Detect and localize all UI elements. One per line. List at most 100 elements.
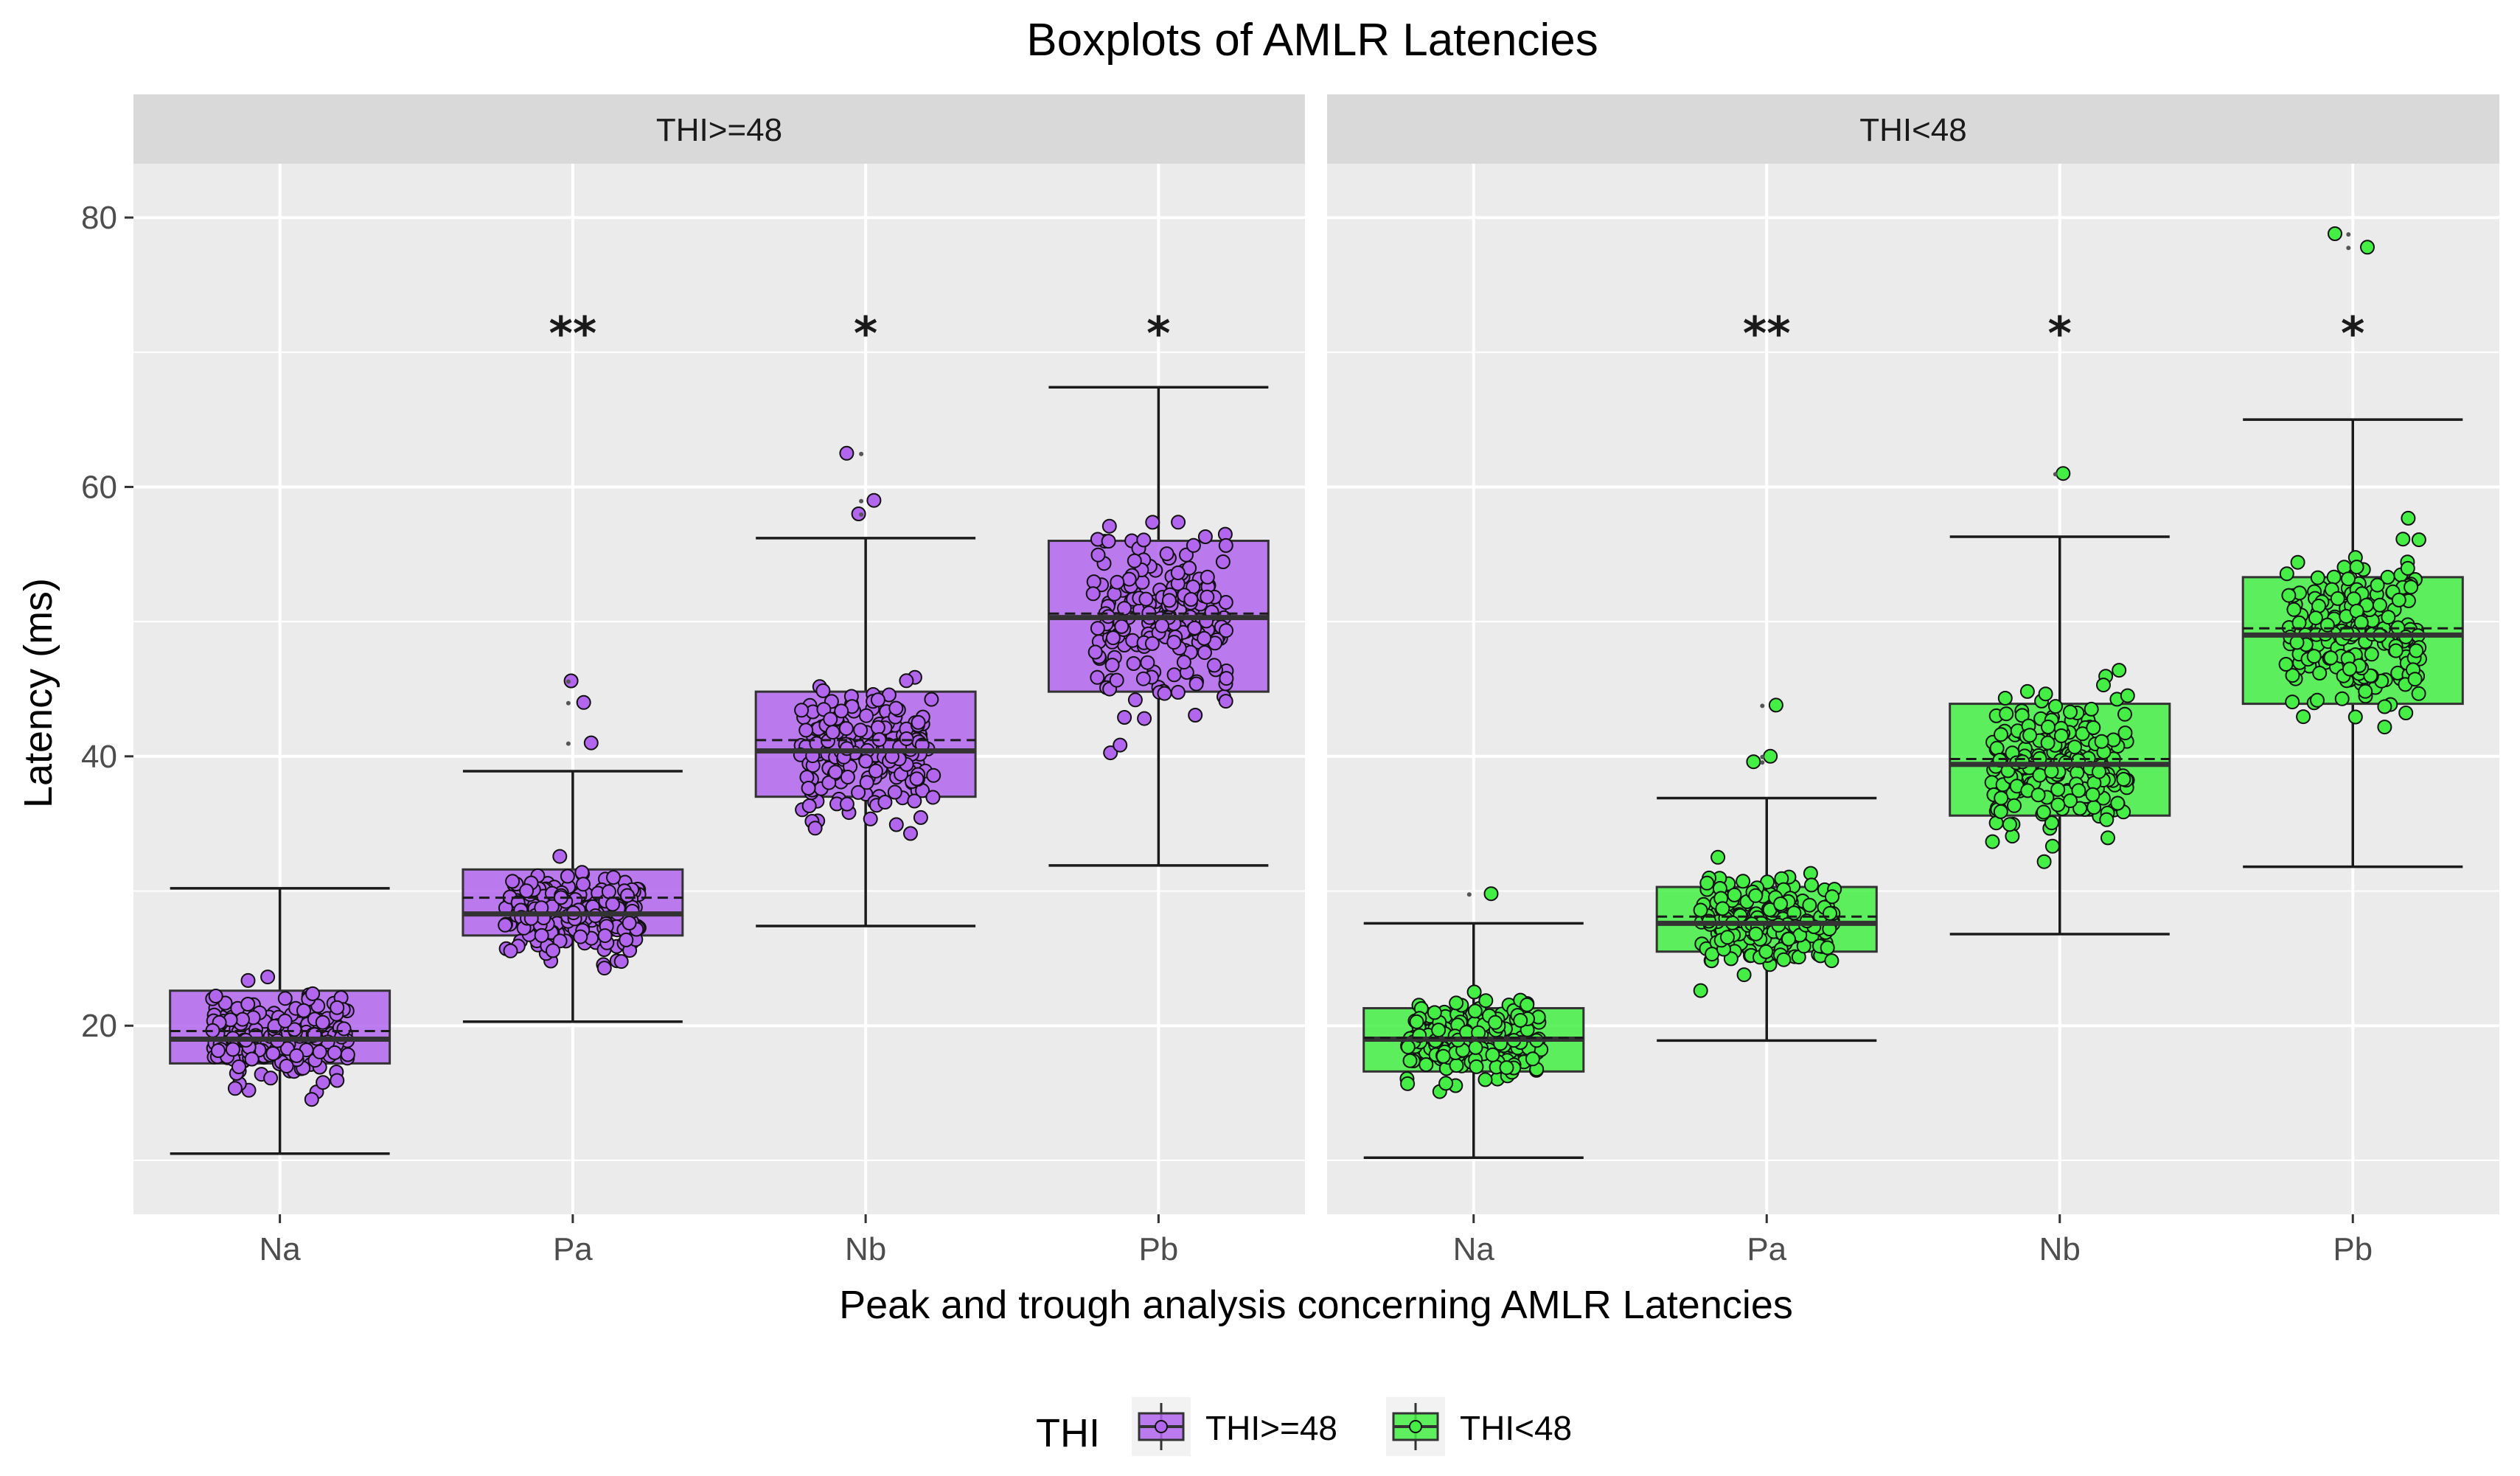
data-point <box>1200 569 1215 585</box>
data-point <box>1488 1014 1503 1030</box>
data-point <box>2030 787 2046 803</box>
data-point <box>289 1048 304 1063</box>
data-point <box>2380 569 2395 585</box>
data-point <box>801 781 816 796</box>
data-point <box>208 989 223 1003</box>
data-point <box>2007 798 2022 813</box>
data-point <box>260 970 276 985</box>
data-point <box>1219 623 1233 638</box>
data-point <box>2358 683 2373 699</box>
x-tick-label: Na <box>260 1231 302 1267</box>
data-point <box>312 1044 327 1059</box>
data-point <box>2014 708 2030 723</box>
data-point <box>2334 691 2350 706</box>
data-point <box>1109 672 1124 688</box>
data-point <box>597 928 613 944</box>
data-point <box>815 683 831 698</box>
data-point <box>606 870 621 885</box>
data-point <box>859 708 874 723</box>
x-tick-label: Pa <box>553 1231 593 1267</box>
data-point <box>2041 720 2056 734</box>
data-point <box>2311 599 2326 613</box>
data-point <box>1197 529 1213 544</box>
data-point <box>2404 579 2419 595</box>
data-point <box>315 1014 330 1030</box>
data-point <box>907 793 922 809</box>
x-tick-label: Nb <box>845 1231 886 1267</box>
data-point <box>1188 676 1204 692</box>
data-point <box>1736 874 1751 889</box>
data-point <box>877 795 893 810</box>
data-point <box>235 1012 250 1027</box>
outlier-dot <box>565 679 571 684</box>
data-point <box>1485 1047 1500 1062</box>
facet-panel: THI<48 Na ** Pa * Nb * Pb <box>1327 94 2499 1267</box>
x-axis-title: Peak and trough analysis concerning AMLR… <box>839 1283 1793 1327</box>
data-point <box>899 673 914 689</box>
outlier-point <box>2328 226 2342 241</box>
data-point <box>1409 1014 1424 1029</box>
data-point <box>2400 560 2415 576</box>
data-point <box>2281 588 2297 603</box>
outlier-dot <box>1760 754 1765 759</box>
data-point <box>2296 709 2311 725</box>
outlier-point <box>1768 697 1783 713</box>
data-point <box>2290 554 2305 570</box>
box-group-nb: * <box>754 307 977 927</box>
data-point <box>887 784 902 800</box>
data-point <box>1200 589 1215 605</box>
legend-key-1: THI<48 <box>1386 1397 1572 1456</box>
y-tick-label: 80 <box>81 200 117 236</box>
data-point <box>2036 804 2051 820</box>
outlier-dot <box>1760 703 1765 709</box>
data-point <box>1127 553 1142 568</box>
outlier-dot <box>2346 246 2351 251</box>
outlier-point <box>563 673 579 689</box>
data-point <box>1161 593 1177 608</box>
legend-key-point <box>1155 1420 1168 1433</box>
legend-title: THI <box>1036 1411 1100 1455</box>
data-point <box>2407 672 2423 687</box>
data-point <box>1989 740 2005 756</box>
data-point <box>1104 658 1120 673</box>
data-point <box>1186 537 1201 553</box>
data-point <box>2110 796 2126 811</box>
significance-marker: * <box>1146 307 1170 361</box>
legend-key-point <box>1409 1420 1422 1433</box>
outlier-dot <box>565 700 571 706</box>
data-point <box>287 1022 302 1037</box>
data-point <box>1087 644 1103 660</box>
data-point <box>2312 666 2328 680</box>
data-point <box>546 943 560 958</box>
data-point <box>2323 650 2339 666</box>
data-point <box>899 731 914 746</box>
data-point <box>2391 592 2406 608</box>
data-point <box>2022 728 2038 743</box>
data-point <box>2388 643 2404 658</box>
data-point <box>1469 1059 1484 1074</box>
data-point <box>888 700 904 716</box>
outlier-dot <box>2346 232 2351 237</box>
data-point <box>1215 554 1231 569</box>
data-point <box>1985 834 2000 849</box>
data-point <box>1825 889 1839 905</box>
significance-marker: * <box>854 307 877 361</box>
outlier-point <box>1763 748 1778 764</box>
data-point <box>327 1045 342 1060</box>
data-point <box>2398 706 2414 720</box>
data-point <box>498 917 513 933</box>
data-point <box>534 927 549 943</box>
outlier-point <box>1746 754 1761 770</box>
data-point <box>2411 532 2426 548</box>
data-point <box>277 991 293 1006</box>
data-point <box>1727 887 1742 902</box>
data-point <box>840 770 855 784</box>
data-point <box>2085 787 2100 802</box>
data-point <box>798 723 814 738</box>
data-point <box>2086 720 2101 735</box>
data-point <box>263 1071 279 1086</box>
data-point <box>888 817 904 832</box>
data-point <box>2086 800 2102 815</box>
data-point <box>1218 694 1233 709</box>
data-point <box>2395 532 2411 547</box>
